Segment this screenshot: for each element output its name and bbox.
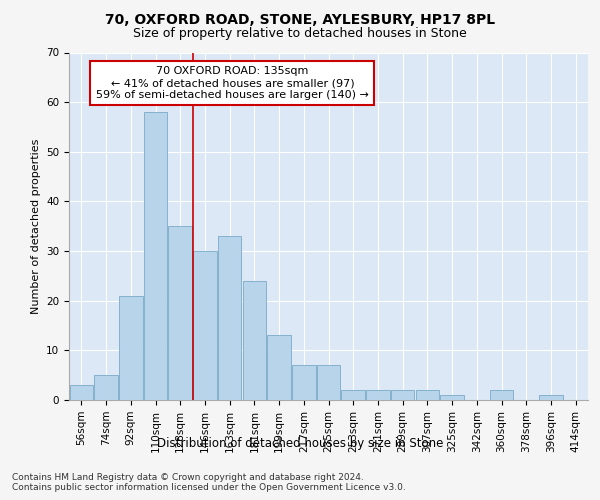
Bar bbox=[366, 390, 389, 400]
Bar bbox=[317, 365, 340, 400]
Bar bbox=[292, 365, 316, 400]
Text: 70, OXFORD ROAD, STONE, AYLESBURY, HP17 8PL: 70, OXFORD ROAD, STONE, AYLESBURY, HP17 … bbox=[105, 12, 495, 26]
Bar bbox=[242, 281, 266, 400]
Bar bbox=[119, 296, 143, 400]
Bar bbox=[218, 236, 241, 400]
Bar bbox=[391, 390, 415, 400]
Bar bbox=[193, 251, 217, 400]
Bar bbox=[341, 390, 365, 400]
Bar bbox=[70, 385, 93, 400]
Text: 70 OXFORD ROAD: 135sqm
← 41% of detached houses are smaller (97)
59% of semi-det: 70 OXFORD ROAD: 135sqm ← 41% of detached… bbox=[96, 66, 369, 100]
Text: Distribution of detached houses by size in Stone: Distribution of detached houses by size … bbox=[157, 438, 443, 450]
Text: Contains HM Land Registry data © Crown copyright and database right 2024.
Contai: Contains HM Land Registry data © Crown c… bbox=[12, 472, 406, 492]
Y-axis label: Number of detached properties: Number of detached properties bbox=[31, 138, 41, 314]
Bar bbox=[169, 226, 192, 400]
Bar bbox=[539, 395, 563, 400]
Bar bbox=[94, 375, 118, 400]
Bar bbox=[416, 390, 439, 400]
Bar bbox=[440, 395, 464, 400]
Bar bbox=[490, 390, 513, 400]
Text: Size of property relative to detached houses in Stone: Size of property relative to detached ho… bbox=[133, 28, 467, 40]
Bar bbox=[144, 112, 167, 400]
Bar bbox=[268, 336, 291, 400]
